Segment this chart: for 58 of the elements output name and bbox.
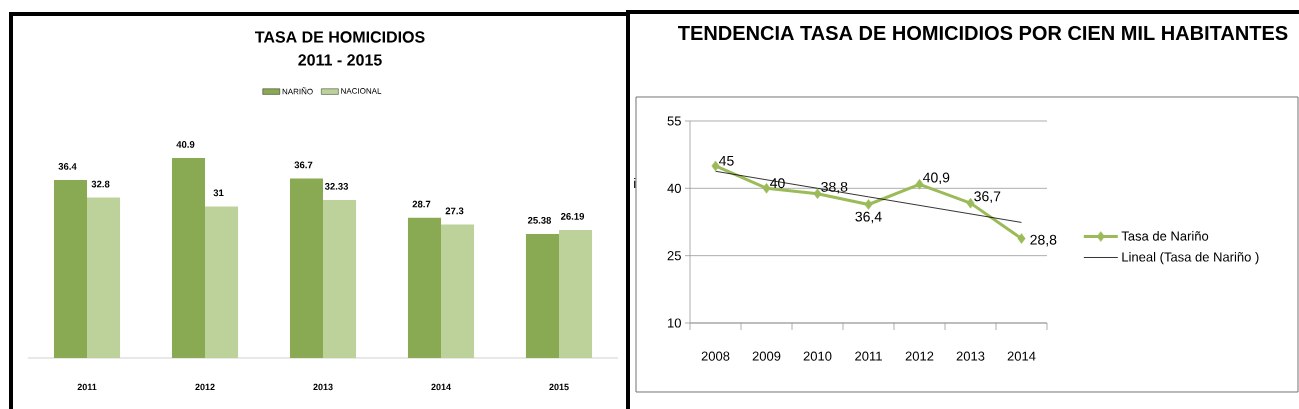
x-tick-label: 2010	[803, 351, 832, 361]
point	[711, 160, 720, 172]
x-tick-label: 2014	[1007, 351, 1036, 361]
data-label: 26.19	[560, 212, 585, 220]
bar	[171, 157, 206, 358]
x-tick-label: 2012	[905, 351, 934, 361]
data-label: 45	[719, 155, 734, 166]
data-label: 32.8	[91, 180, 110, 188]
legend-label: Tasa de Nariño	[1121, 231, 1209, 241]
data-label: 36.4	[58, 163, 77, 170]
legend-label: NACIONAL	[341, 88, 382, 94]
data-label: 32.33	[324, 182, 349, 190]
point	[813, 188, 822, 199]
bar	[407, 217, 442, 358]
data-label: 40.9	[176, 141, 195, 148]
x-tick-label: 2014	[431, 383, 451, 391]
chart-title: TASA DE HOMICIDIOS	[255, 31, 425, 43]
data-label: 27.3	[445, 207, 464, 215]
bar	[289, 178, 324, 358]
chart-title: TENDENCIA TASA DE HOMICIDIOS POR CIEN MIL HABITANTES	[678, 25, 1288, 41]
data-label: 28,8	[1030, 234, 1057, 247]
point	[915, 179, 924, 190]
bar	[441, 224, 475, 358]
point	[864, 199, 873, 210]
bar	[323, 199, 357, 358]
data-label: 40,9	[923, 172, 950, 185]
x-tick-label: 2013	[313, 383, 333, 391]
x-tick-label: 2008	[701, 351, 730, 361]
x-tick-label: 2015	[549, 383, 569, 391]
y-tick-label: 55	[667, 116, 681, 126]
point	[762, 183, 771, 194]
bar	[559, 229, 593, 358]
x-tick-label: 2012	[195, 383, 215, 391]
data-label: 36,7	[974, 191, 1001, 203]
data-label: 38,8	[821, 181, 848, 194]
data-label: 25.38	[527, 216, 552, 224]
chart-subtitle: 2011 - 2015	[298, 54, 382, 66]
text: i	[634, 177, 636, 189]
data-label: 40	[770, 178, 785, 189]
y-tick-label: 40	[667, 183, 681, 193]
data-label: 31	[213, 189, 224, 197]
legend-label: Lineal (Tasa de Nariño )	[1122, 252, 1259, 265]
data-label: 28.7	[412, 200, 431, 208]
x-tick-label: 2013	[956, 351, 985, 361]
y-tick-label: 10	[668, 318, 681, 328]
y-tick-label: 25	[667, 251, 681, 261]
point	[966, 197, 975, 209]
bar	[53, 179, 88, 358]
bar	[205, 206, 239, 358]
x-tick-label: 2011	[855, 351, 882, 361]
point	[1017, 233, 1026, 244]
data-label: 36.7	[294, 161, 313, 169]
x-tick-label: 2011	[77, 383, 97, 391]
bar	[87, 197, 121, 358]
x-tick-label: 2009	[752, 351, 781, 361]
bar	[525, 233, 559, 358]
legend-label: NARIÑO	[282, 87, 313, 95]
data-label: 36,4	[855, 211, 882, 224]
